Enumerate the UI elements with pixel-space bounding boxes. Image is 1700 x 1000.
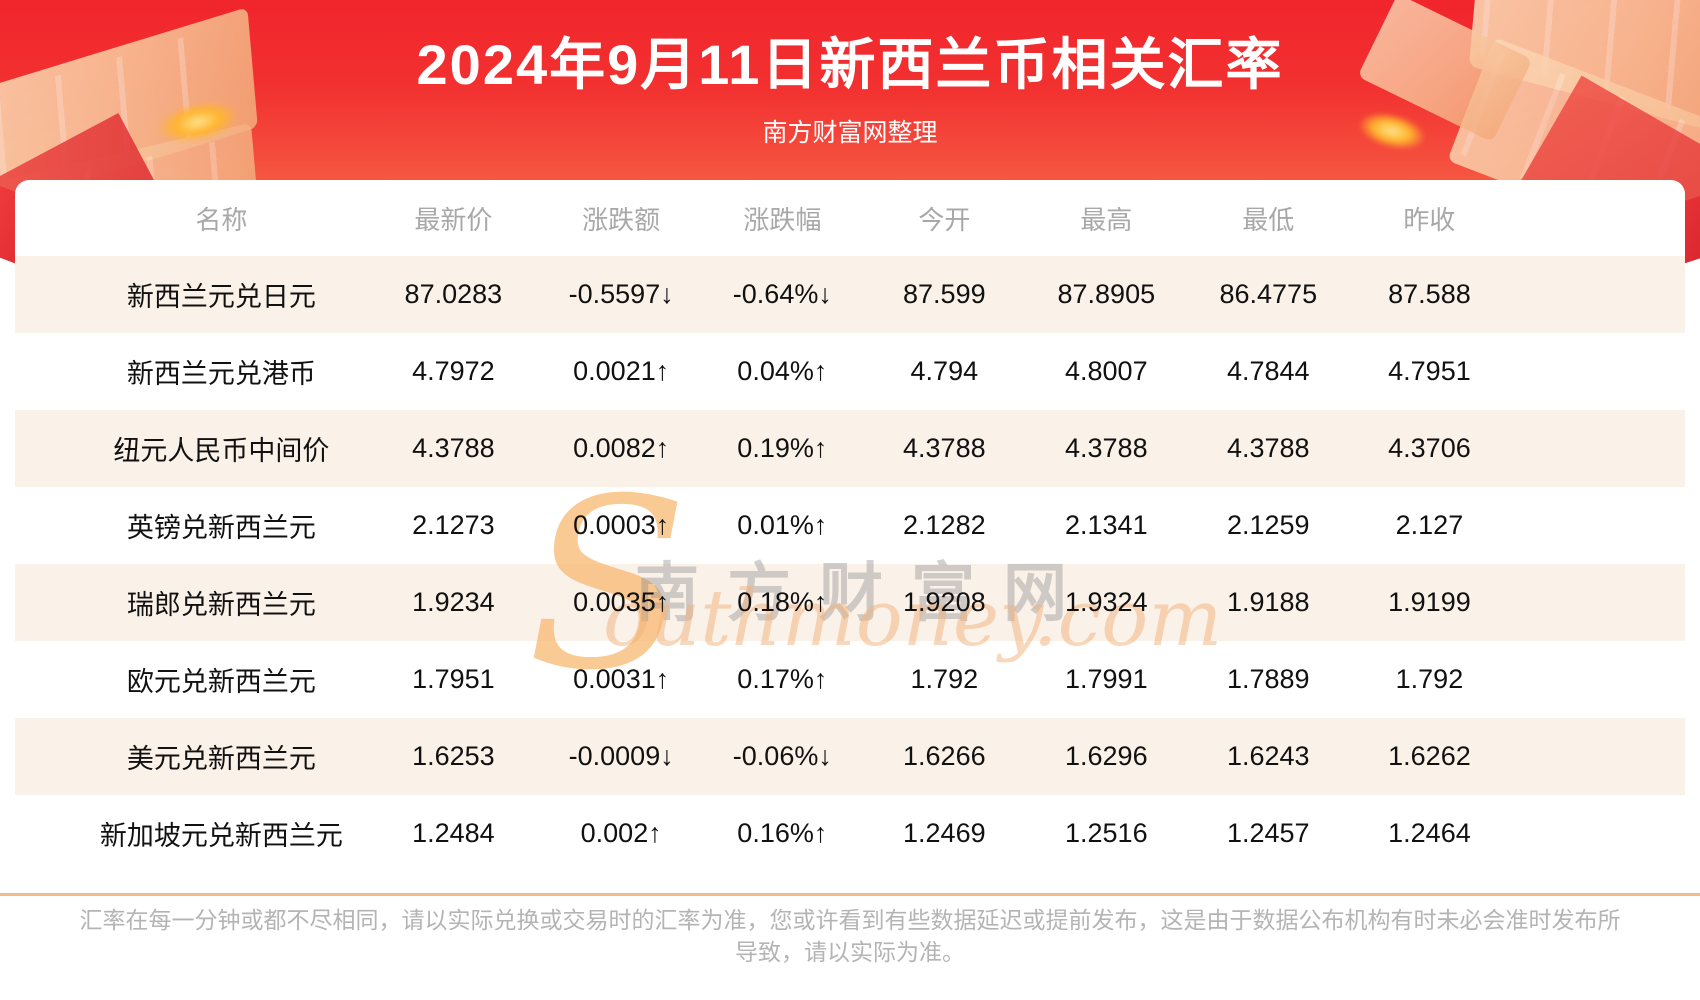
table-header-row: 名称 最新价 涨跌额 涨跌幅 今开 最高 最低 昨收 [15, 180, 1685, 256]
value-cell: 2.1273 [412, 510, 495, 540]
disclaimer-text: 汇率在每一分钟或都不尽相同，请以实际兑换或交易时的汇率为准，您或许看到有些数据延… [79, 907, 1621, 965]
pair-name-cell: 新西兰元兑港币 [126, 359, 316, 389]
value-cell: 0.17%↑ [737, 664, 828, 694]
value-cell: 4.8007 [1065, 356, 1148, 386]
value-cell: 4.7951 [1388, 356, 1471, 386]
value-cell: 87.588 [1388, 279, 1471, 309]
value-cell: 1.6296 [1065, 741, 1148, 771]
column-header: 今开 [918, 204, 971, 235]
table-row: 美元兑新西兰元 1.6253 -0.0009↓ -0.06%↓ 1.6266 1.6296… [15, 718, 1685, 795]
rates-table-card: S 南方财富网 outhmoney.com 名称 最新价 涨跌额 涨跌幅 今开 最高 最低昨… [15, 180, 1685, 872]
value-cell: -0.0009↓ [568, 741, 674, 771]
row-stripe [15, 718, 1685, 795]
table-row: 英镑兑新西兰元 2.1273 0.0003↑ 0.01%↑ 2.1282 2.1341 2.… [15, 487, 1685, 564]
table-row: 新西兰元兑日元 87.0283 -0.5597↓ -0.64%↓ 87.599 87.89… [15, 256, 1685, 333]
table-row: 欧元兑新西兰元 1.7951 0.0031↑ 0.17%↑ 1.792 1.7991 1.7… [15, 641, 1685, 718]
value-cell: 86.4775 [1219, 279, 1318, 309]
value-cell: 0.18%↑ [737, 587, 828, 617]
value-cell: 1.2516 [1065, 818, 1148, 848]
pair-name-cell: 新加坡元兑新西兰元 [99, 821, 343, 851]
row-stripe [15, 564, 1685, 641]
value-cell: 1.9208 [903, 587, 986, 617]
value-cell: 1.6243 [1226, 741, 1310, 771]
column-header: 最新价 [414, 204, 493, 235]
value-cell: 0.0031↑ [573, 664, 670, 694]
value-cell: -0.5597↓ [568, 279, 674, 309]
value-cell: 0.0082↑ [573, 433, 670, 463]
value-cell: 0.0003↑ [573, 510, 670, 540]
value-cell: 1.7889 [1226, 664, 1310, 694]
value-cell: 1.2469 [903, 818, 986, 848]
column-header: 最低 [1242, 204, 1295, 235]
value-cell: 1.792 [1395, 664, 1464, 694]
value-cell: 1.9324 [1065, 587, 1148, 617]
value-cell: 1.9188 [1226, 587, 1310, 617]
value-cell: 0.16%↑ [737, 818, 828, 848]
value-cell: 1.9234 [412, 587, 495, 617]
value-cell: 2.1282 [903, 510, 986, 540]
value-cell: 4.7844 [1226, 356, 1310, 386]
value-cell: 0.01%↑ [737, 510, 828, 540]
pair-name-cell: 美元兑新西兰元 [126, 744, 316, 774]
value-cell: 0.0035↑ [573, 587, 670, 617]
value-cell: 87.0283 [404, 279, 503, 309]
value-cell: 1.6253 [412, 741, 495, 771]
value-cell: 0.04%↑ [737, 356, 828, 386]
value-cell: 1.6262 [1388, 741, 1471, 771]
column-header: 昨收 [1403, 204, 1456, 235]
column-header: 涨跌额 [582, 204, 661, 235]
value-cell: 1.7951 [412, 664, 495, 694]
column-header: 涨跌幅 [743, 204, 822, 235]
value-cell: 1.7991 [1065, 664, 1148, 694]
column-header: 名称 [195, 204, 248, 235]
table-row: 纽元人民币中间价 4.3788 0.0082↑ 0.19%↑ 4.3788 4.3788 4… [15, 410, 1685, 487]
value-cell: 2.1259 [1226, 510, 1310, 540]
value-cell: 4.794 [910, 356, 979, 386]
pair-name-cell: 英镑兑新西兰元 [126, 513, 316, 543]
value-cell: 1.2464 [1388, 818, 1471, 848]
rates-table: 名称 最新价 涨跌额 涨跌幅 今开 最高 最低 昨收 新西兰元兑日元 87.0283 -0.559… [15, 180, 1685, 872]
value-cell: 4.3788 [903, 433, 986, 463]
value-cell: 1.2457 [1226, 818, 1310, 848]
value-cell: 4.3706 [1388, 433, 1471, 463]
table-row: 新加坡元兑新西兰元 1.2484 0.002↑ 0.16%↑ 1.2469 1.2516 1… [15, 795, 1685, 872]
value-cell: 0.19%↑ [737, 433, 828, 463]
value-cell: 1.6266 [903, 741, 986, 771]
row-stripe [15, 410, 1685, 487]
footer-divider [0, 893, 1700, 896]
value-cell: 0.0021↑ [573, 356, 670, 386]
value-cell: -0.64%↓ [732, 279, 832, 309]
value-cell: 1.2484 [412, 818, 495, 848]
table-row: 新西兰元兑港币 4.7972 0.0021↑ 0.04%↑ 4.794 4.8007 4.7… [15, 333, 1685, 410]
value-cell: 4.7972 [412, 356, 495, 386]
value-cell: 1.9199 [1388, 587, 1471, 617]
table-row: 瑞郎兑新西兰元 1.9234 0.0035↑ 0.18%↑ 1.9208 1.9324 1.… [15, 564, 1685, 641]
value-cell: 4.3788 [412, 433, 495, 463]
page-subtitle: 南方财富网整理 [762, 119, 938, 147]
value-cell: 87.8905 [1057, 279, 1156, 309]
value-cell: 4.3788 [1226, 433, 1310, 463]
column-header: 最高 [1080, 204, 1133, 235]
pair-name-cell: 欧元兑新西兰元 [126, 667, 316, 697]
pair-name-cell: 纽元人民币中间价 [113, 436, 330, 466]
pair-name-cell: 新西兰元兑日元 [126, 282, 316, 312]
value-cell: -0.06%↓ [732, 741, 832, 771]
row-stripe [15, 256, 1685, 333]
value-cell: 87.599 [903, 279, 986, 309]
pair-name-cell: 瑞郎兑新西兰元 [126, 590, 316, 620]
value-cell: 2.127 [1395, 510, 1464, 540]
value-cell: 4.3788 [1065, 433, 1148, 463]
value-cell: 2.1341 [1065, 510, 1148, 540]
page-title: 2024年9月11日新西兰币相关汇率 [416, 33, 1284, 96]
value-cell: 1.792 [910, 664, 979, 694]
value-cell: 0.002↑ [580, 818, 662, 848]
